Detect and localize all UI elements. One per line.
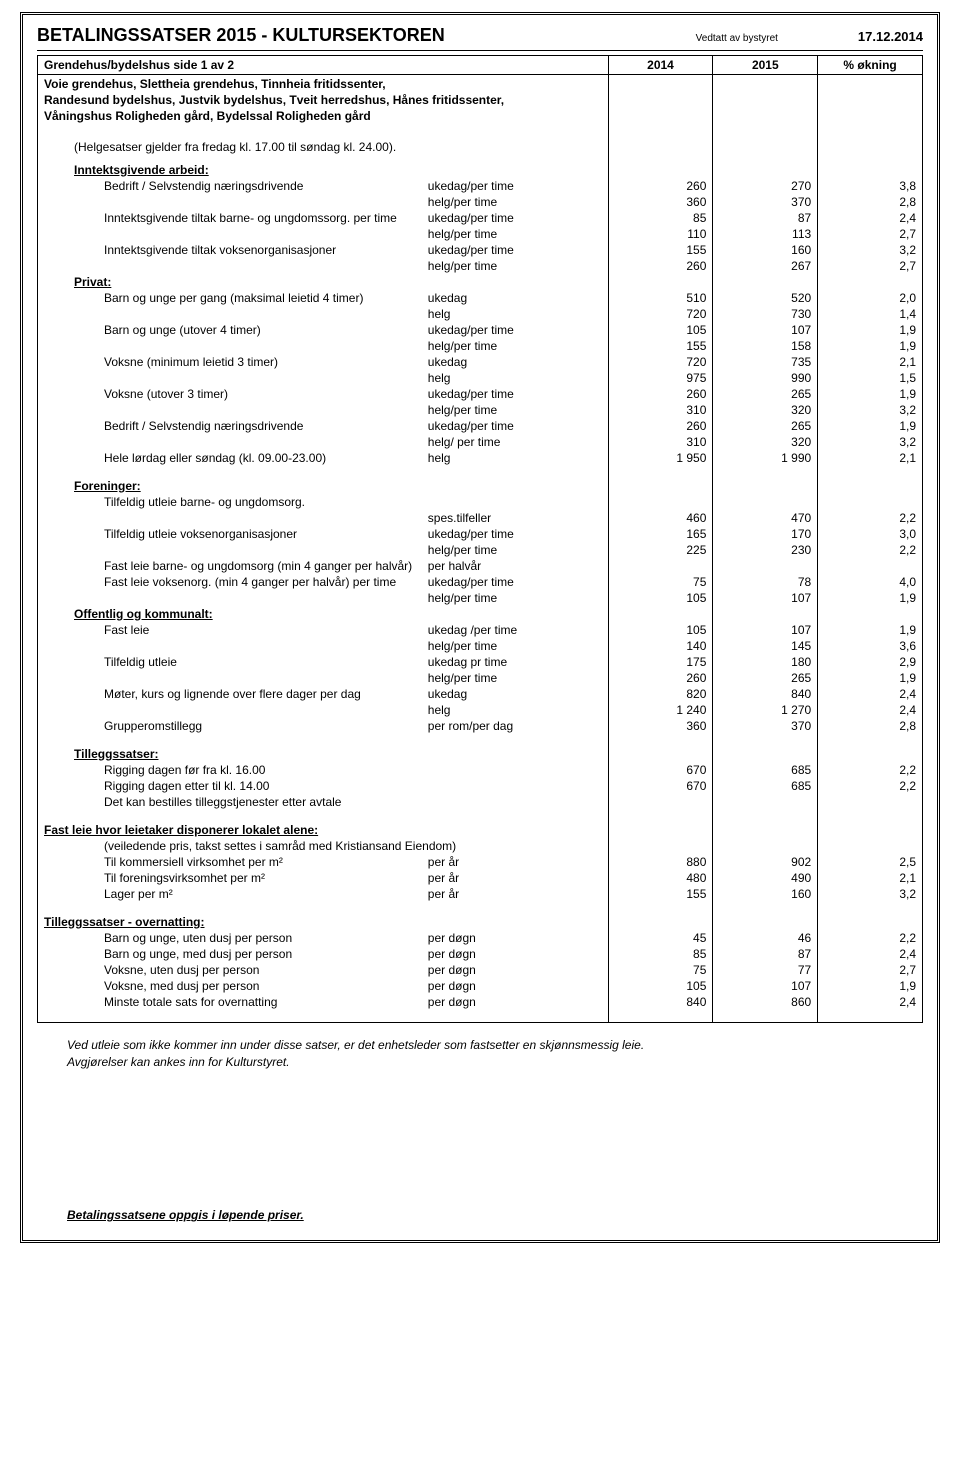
document-frame: BETALINGSSATSER 2015 - KULTURSEKTOREN Ve… (20, 12, 940, 1243)
table-row: helg9759901,5 (38, 370, 923, 386)
table-row: spes.tilfeller4604702,2 (38, 510, 923, 526)
section-overnatting: Tilleggssatser - overnatting: (44, 915, 204, 929)
table-row: Hele lørdag eller søndag (kl. 09.00-23.0… (38, 450, 923, 466)
table-row: Voksne (minimum leietid 3 timer)ukedag72… (38, 354, 923, 370)
table-row: helg/per time1401453,6 (38, 638, 923, 654)
table-row: helg/per time3103203,2 (38, 402, 923, 418)
table-row: helg/per time3603702,8 (38, 194, 923, 210)
table-row: Fast leie barne- og ungdomsorg (min 4 ga… (38, 558, 923, 574)
table-row: Barn og unge, med dusj per personper døg… (38, 946, 923, 962)
table-row: Bedrift / Selvstendig næringsdrivendeuke… (38, 178, 923, 194)
table-row: Tilfeldig utleie barne- og ungdomsorg. (38, 494, 923, 510)
table-row: Barn og unge per gang (maksimal leietid … (38, 290, 923, 306)
table-row: Rigging dagen før fra kl. 16.006706852,2 (38, 762, 923, 778)
table-row: Inntektsgivende tiltak voksenorganisasjo… (38, 242, 923, 258)
rates-table: Grendehus/bydelshus side 1 av 2 2014 201… (37, 55, 923, 1023)
col-pct: % økning (818, 56, 923, 75)
table-row: Tilfeldig utleieukedag pr time1751802,9 (38, 654, 923, 670)
table-row: Lager per m²per år1551603,2 (38, 886, 923, 902)
page-title: BETALINGSSATSER 2015 - KULTURSEKTOREN (37, 25, 696, 46)
table-row: helg/per time2602651,9 (38, 670, 923, 686)
intro-row: Voie grendehus, Slettheia grendehus, Tin… (38, 75, 923, 126)
table-row: helg1 2401 2702,4 (38, 702, 923, 718)
table-row: Voksne, med dusj per personper døgn10510… (38, 978, 923, 994)
note-text: (Helgesatser gjelder fra fredag kl. 17.0… (44, 139, 396, 155)
table-header-row: Grendehus/bydelshus side 1 av 2 2014 201… (38, 56, 923, 75)
table-row: helg7207301,4 (38, 306, 923, 322)
table-row: Møter, kurs og lignende over flere dager… (38, 686, 923, 702)
note-row: (Helgesatser gjelder fra fredag kl. 17.0… (38, 138, 923, 156)
table-row: Fast leieukedag /per time1051071,9 (38, 622, 923, 638)
table-row: Barn og unge (utover 4 timer)ukedag/per … (38, 322, 923, 338)
table-row: Tilfeldig utleie voksenorganisasjoneruke… (38, 526, 923, 542)
table-row: Minste totale sats for overnattingper dø… (38, 994, 923, 1010)
section-privat: Privat: (44, 275, 111, 289)
table-row: helg/ per time3103203,2 (38, 434, 923, 450)
section-offentlig: Offentlig og kommunalt: (44, 607, 213, 621)
intro-line: Randesund bydelshus, Justvik bydelshus, … (44, 93, 504, 107)
col-2014: 2014 (608, 56, 713, 75)
section-foreninger: Foreninger: (44, 479, 141, 493)
intro-line: Voie grendehus, Slettheia grendehus, Tin… (44, 77, 386, 91)
intro-line: Våningshus Roligheden gård, Bydelssal Ro… (44, 109, 371, 123)
footer-line: Ved utleie som ikke kommer inn under dis… (67, 1038, 644, 1052)
table-row: Rigging dagen etter til kl. 14.006706852… (38, 778, 923, 794)
footer-note: Ved utleie som ikke kommer inn under dis… (37, 1023, 923, 1083)
table-row: Bedrift / Selvstendig næringsdrivendeuke… (38, 418, 923, 434)
table-row: Det kan bestilles tilleggstjenester ette… (38, 794, 923, 810)
section-tillegg: Tilleggssatser: (44, 747, 158, 761)
header-date: 17.12.2014 (858, 29, 923, 44)
col-2015: 2015 (713, 56, 818, 75)
table-row: Voksne, uten dusj per personper døgn7577… (38, 962, 923, 978)
approved-label: Vedtatt av bystyret (696, 33, 778, 44)
table-row: helg/per time1051071,9 (38, 590, 923, 606)
table-row: Barn og unge, uten dusj per personper dø… (38, 930, 923, 946)
footer-line: Avgjørelser kan ankes inn for Kulturstyr… (67, 1055, 290, 1069)
table-row: helg/per time1551581,9 (38, 338, 923, 354)
title-bar: BETALINGSSATSER 2015 - KULTURSEKTOREN Ve… (37, 25, 923, 51)
section-inntekt: Inntektsgivende arbeid: (44, 163, 209, 177)
table-row: helg/per time1101132,7 (38, 226, 923, 242)
table-row: (veiledende pris, takst settes i samråd … (38, 838, 923, 854)
col-subject: Grendehus/bydelshus side 1 av 2 (38, 56, 609, 75)
table-row: Fast leie voksenorg. (min 4 ganger per h… (38, 574, 923, 590)
section-fastleie-alene: Fast leie hvor leietaker disponerer loka… (44, 823, 318, 837)
table-row: Til kommersiell virksomhet per m²per år8… (38, 854, 923, 870)
table-row: Voksne (utover 3 timer)ukedag/per time26… (38, 386, 923, 402)
table-row: Til foreningsvirksomhet per m²per år4804… (38, 870, 923, 886)
table-row: Inntektsgivende tiltak barne- og ungdoms… (38, 210, 923, 226)
table-row: helg/per time2252302,2 (38, 542, 923, 558)
bottom-note: Betalingssatsene oppgis i løpende priser… (37, 1202, 923, 1226)
table-row: helg/per time2602672,7 (38, 258, 923, 274)
table-row: Grupperomstilleggper rom/per dag3603702,… (38, 718, 923, 734)
